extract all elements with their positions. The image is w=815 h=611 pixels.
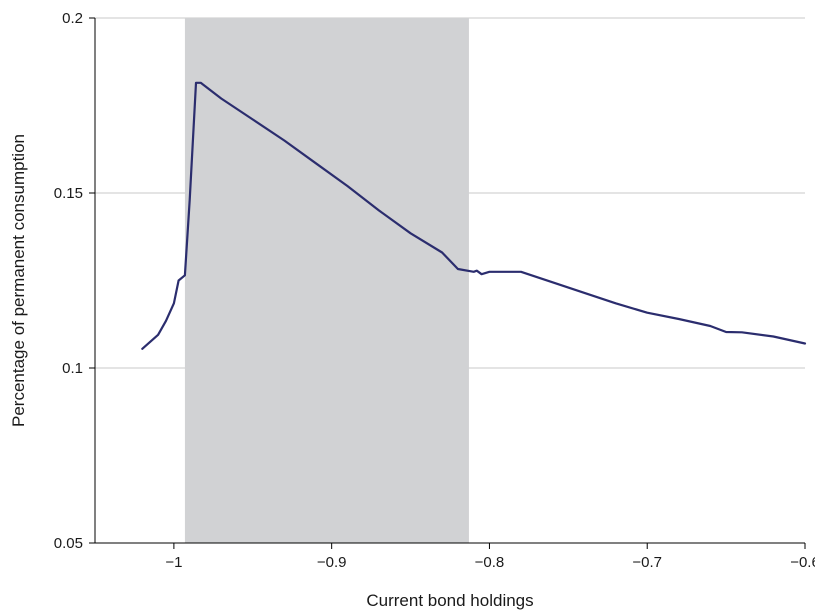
series-line-0 bbox=[141, 81, 807, 350]
x-tick-label-4: −0.6 bbox=[790, 554, 815, 571]
x-tick-label-3: −0.7 bbox=[632, 554, 662, 571]
x-tick-label-0: −1 bbox=[165, 554, 182, 571]
y-tick-label-3: 0.2 bbox=[62, 10, 83, 27]
shaded-region-layer bbox=[184, 18, 469, 543]
y-tick-label-0: 0.05 bbox=[54, 535, 83, 552]
shaded-region bbox=[184, 18, 469, 543]
series-layer bbox=[141, 81, 807, 350]
y-tick-label-2: 0.15 bbox=[54, 185, 83, 202]
x-tick-label-1: −0.9 bbox=[317, 554, 347, 571]
ticks-layer: −1 −0.9 −0.8 −0.7 −0.6 0.05 0.1 0.15 0.2 bbox=[54, 10, 815, 571]
y-tick-label-1: 0.1 bbox=[62, 360, 83, 377]
axes-layer bbox=[94, 18, 805, 544]
x-axis-title: Current bond holdings bbox=[366, 591, 533, 610]
y-axis-title: Percentage of permanent consumption bbox=[9, 134, 28, 427]
x-tick-label-2: −0.8 bbox=[475, 554, 505, 571]
